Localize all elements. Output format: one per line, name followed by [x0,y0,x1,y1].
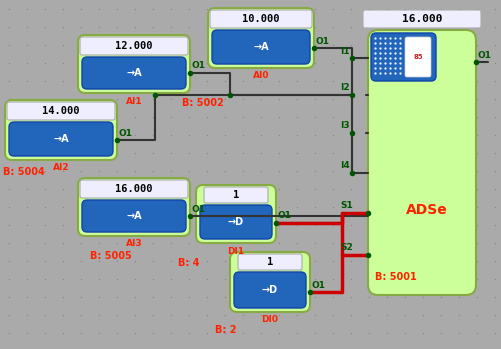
Text: B: 5005: B: 5005 [90,251,131,261]
FancyBboxPatch shape [404,37,430,77]
Text: AI3: AI3 [125,239,142,248]
Text: B: 5004: B: 5004 [3,167,45,177]
Text: I3: I3 [339,121,349,131]
Text: 12.000: 12.000 [115,41,152,51]
Text: ADSe: ADSe [405,203,447,217]
Text: S1: S1 [339,201,352,210]
Text: S2: S2 [339,244,352,252]
Text: O1: O1 [312,281,325,290]
Text: AI2: AI2 [53,163,69,172]
Text: B: 4: B: 4 [178,258,199,268]
Text: O1: O1 [315,37,329,45]
Text: 16.000: 16.000 [401,14,441,24]
Text: B: 2: B: 2 [214,325,236,335]
Text: 85: 85 [412,54,422,60]
Text: 1: 1 [267,257,273,267]
FancyBboxPatch shape [80,180,188,198]
Text: I1: I1 [339,46,349,55]
Text: 16.000: 16.000 [115,184,152,194]
Text: →D: →D [227,217,243,227]
Text: I4: I4 [339,162,349,171]
FancyBboxPatch shape [211,30,310,64]
Text: →A: →A [126,211,141,221]
FancyBboxPatch shape [9,122,113,156]
Text: O1: O1 [119,128,133,138]
FancyBboxPatch shape [78,35,189,93]
FancyBboxPatch shape [7,102,115,120]
Text: O1: O1 [477,51,491,59]
FancyBboxPatch shape [362,10,480,28]
Text: →D: →D [262,285,278,295]
Text: →A: →A [53,134,69,144]
FancyBboxPatch shape [82,200,186,232]
FancyBboxPatch shape [209,10,312,28]
FancyBboxPatch shape [370,33,435,81]
FancyBboxPatch shape [233,272,306,308]
Text: →A: →A [126,68,141,78]
Text: AI1: AI1 [125,97,142,105]
FancyBboxPatch shape [5,100,117,160]
Text: AI0: AI0 [252,72,269,81]
Text: DI0: DI0 [261,315,278,325]
FancyBboxPatch shape [237,254,302,270]
Text: B: 5002: B: 5002 [182,98,223,108]
FancyBboxPatch shape [78,178,189,236]
Text: I2: I2 [339,83,349,92]
FancyBboxPatch shape [199,205,272,239]
FancyBboxPatch shape [207,8,313,68]
FancyBboxPatch shape [195,185,276,243]
Text: O1: O1 [191,205,205,214]
FancyBboxPatch shape [229,252,310,312]
FancyBboxPatch shape [367,30,475,295]
FancyBboxPatch shape [82,57,186,89]
FancyBboxPatch shape [203,187,268,203]
FancyBboxPatch shape [80,37,188,55]
Text: 1: 1 [232,190,238,200]
Text: DI1: DI1 [227,246,244,255]
Text: O1: O1 [191,61,205,70]
Text: B: 5001: B: 5001 [374,272,416,282]
Text: O1: O1 [278,211,292,221]
Text: 14.000: 14.000 [42,106,80,116]
Text: 10.000: 10.000 [242,14,279,24]
Text: →A: →A [253,42,268,52]
